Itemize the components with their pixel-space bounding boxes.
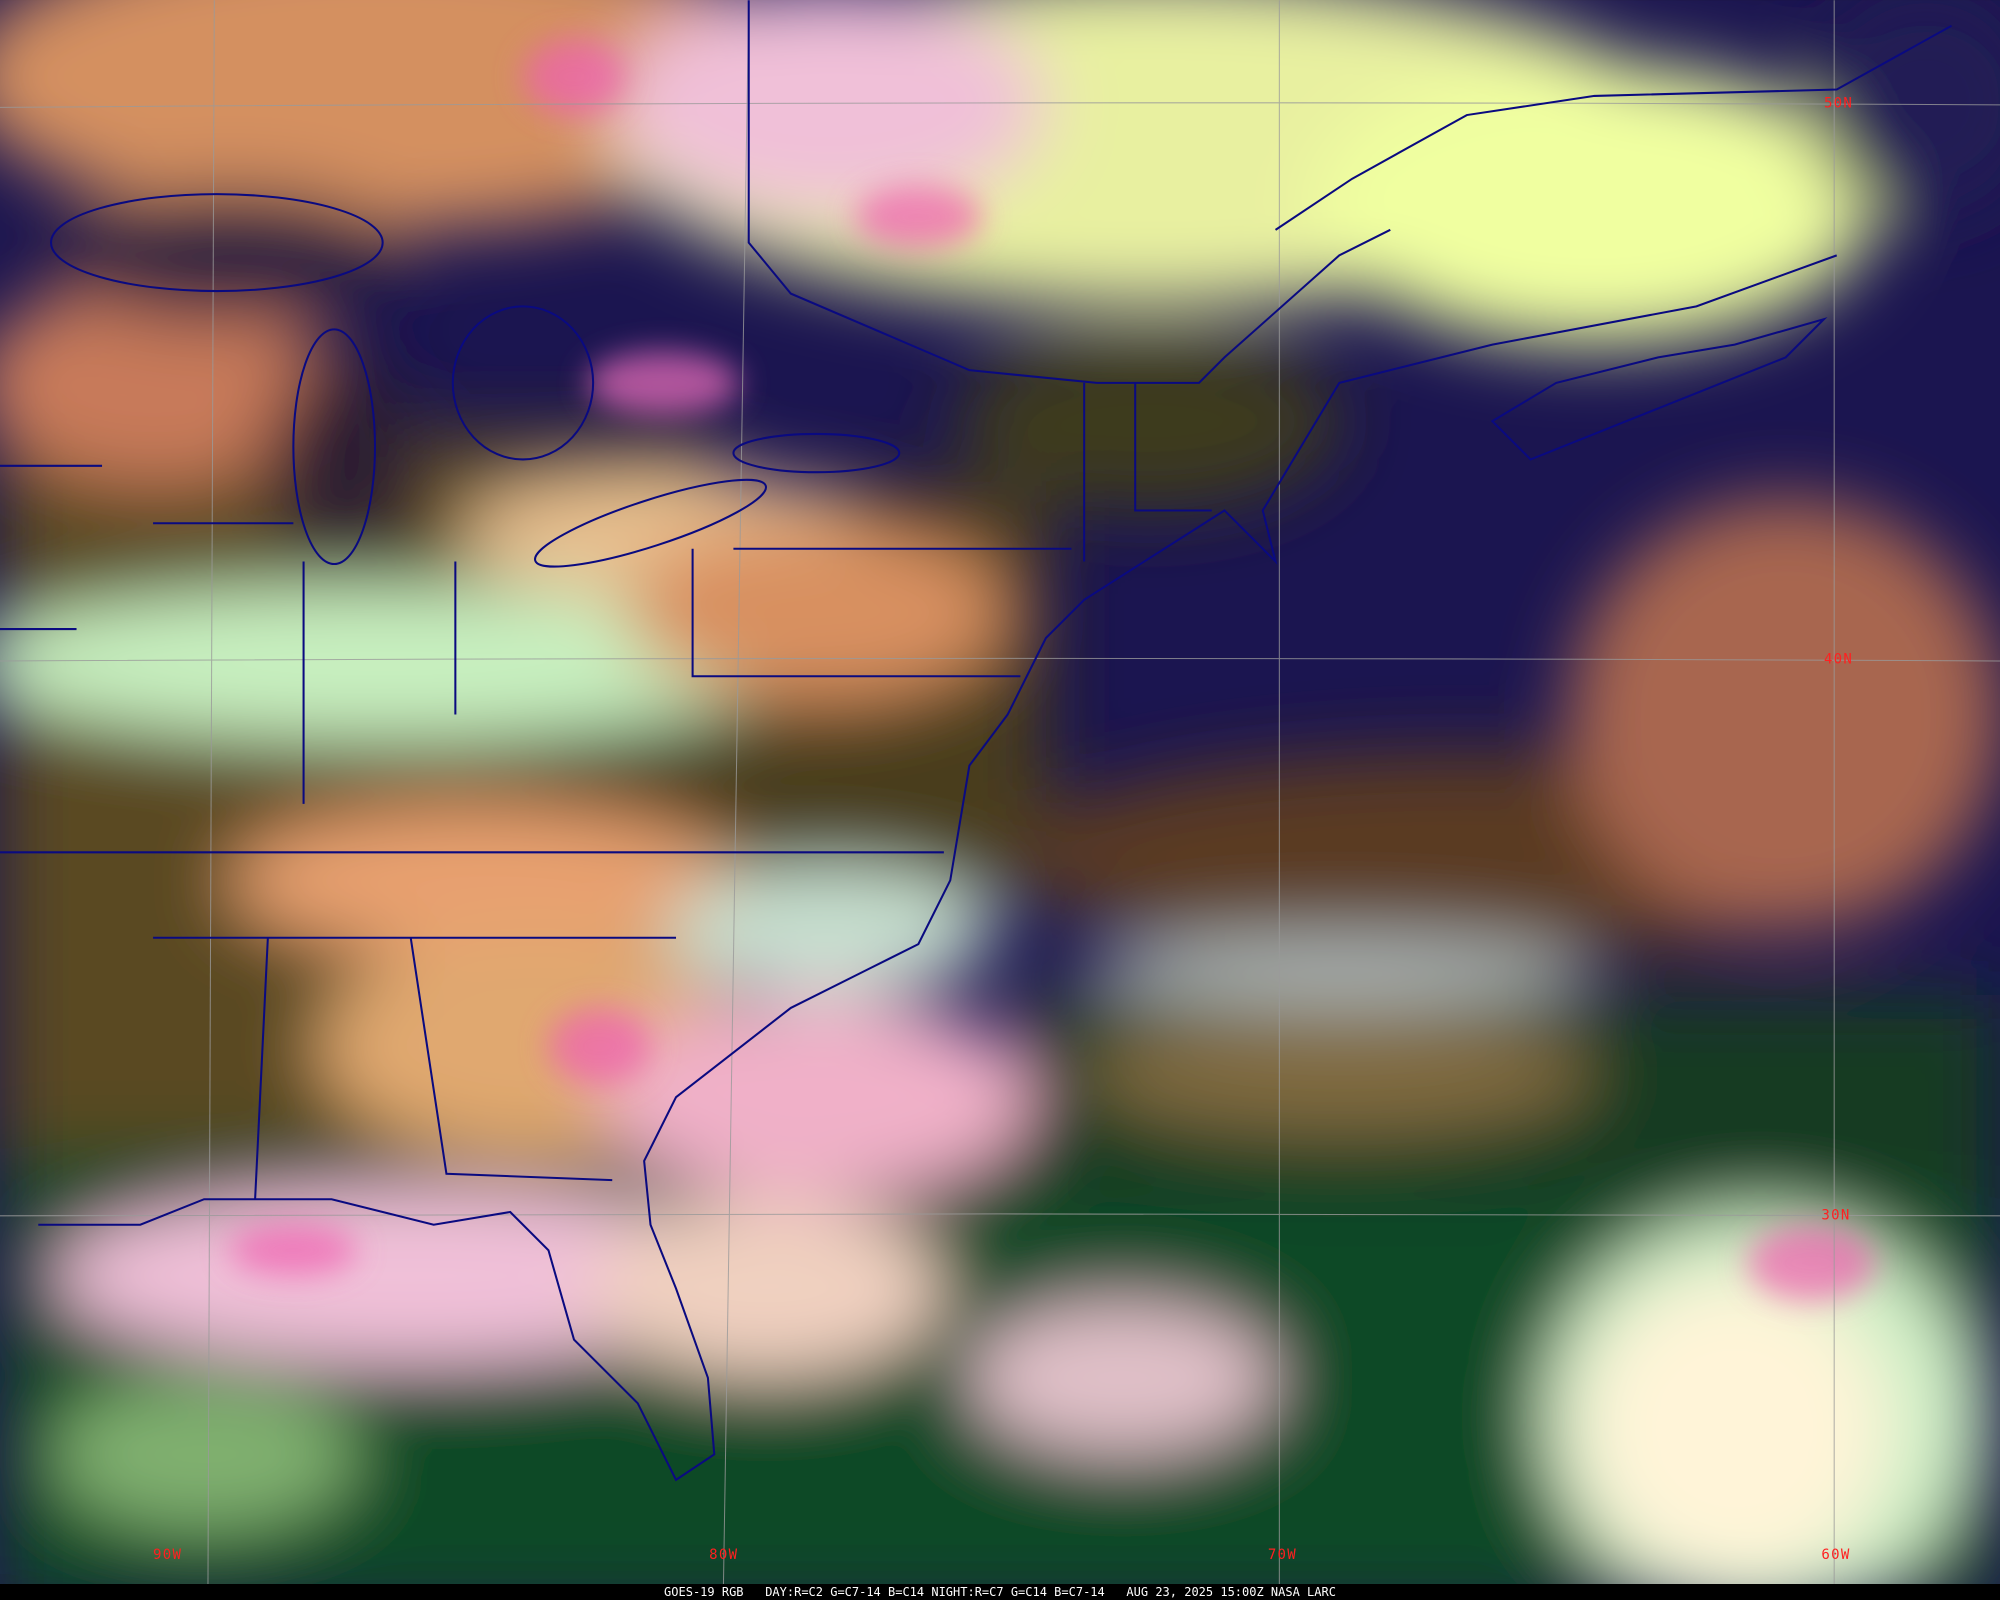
grid-labels: 50N 40N 30N 90W 80W 70W 60W: [153, 95, 1853, 1563]
borders: [0, 0, 1953, 1482]
lon-label-80w: 80W: [709, 1547, 738, 1563]
lake-michigan: [292, 328, 377, 566]
us-canada-border: [747, 0, 1391, 384]
lon-label-60w: 60W: [1821, 1547, 1850, 1563]
lon-label-70w: 70W: [1268, 1547, 1297, 1563]
coastline: [38, 254, 1838, 1482]
nova-scotia: [1490, 317, 1828, 461]
lake-huron: [451, 305, 595, 461]
image-caption: GOES-19 RGB DAY:R=C2 G=C7-14 B=C14 NIGHT…: [0, 1584, 2000, 1600]
lat-label-50n: 50N: [1824, 95, 1853, 111]
lon-label-90w: 90W: [153, 1547, 182, 1563]
lake-erie: [534, 478, 767, 568]
lat-label-40n: 40N: [1824, 652, 1853, 668]
coastline-canada: [1274, 24, 1953, 231]
lake-superior: [50, 193, 384, 293]
lake-ontario: [732, 432, 901, 474]
state-lines: [0, 382, 1212, 1200]
lat-label-30n: 30N: [1821, 1208, 1850, 1224]
